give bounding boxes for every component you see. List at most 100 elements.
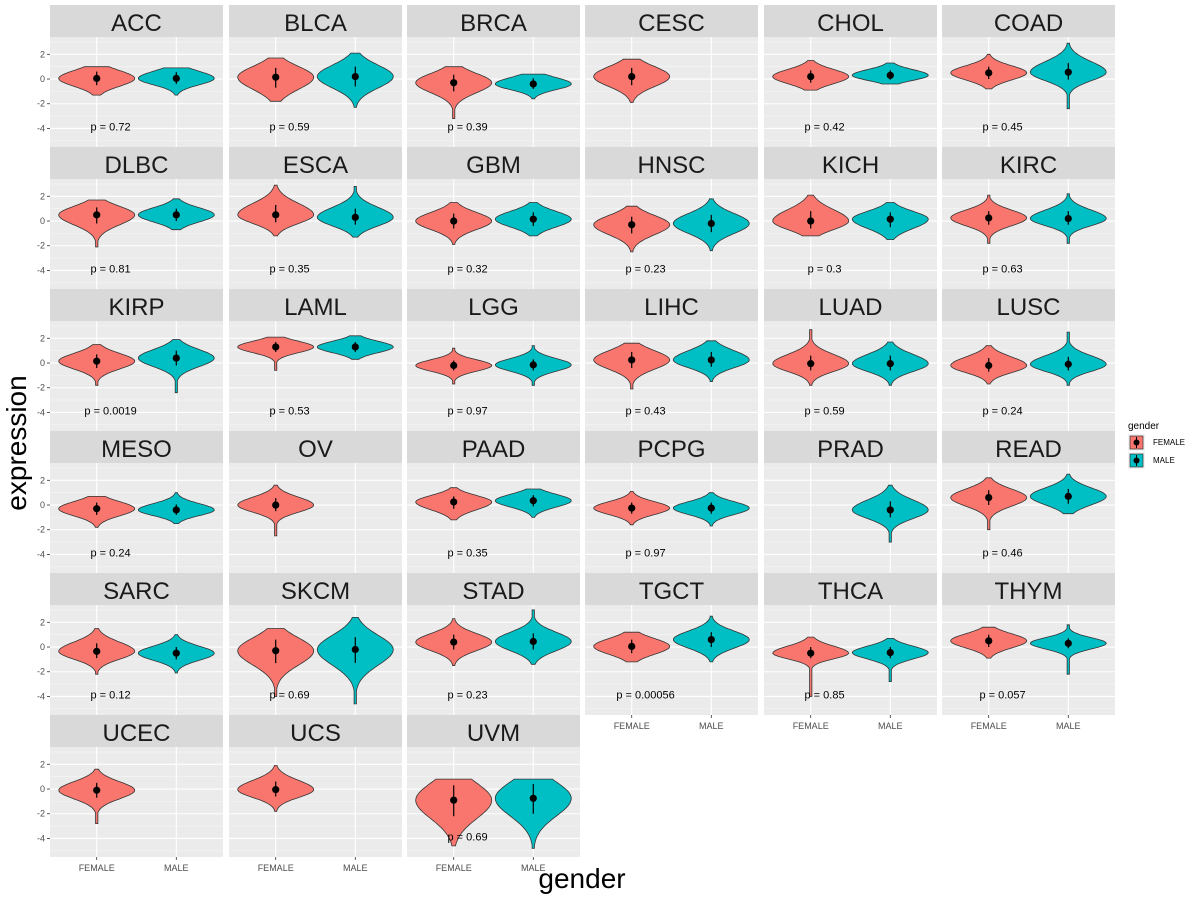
facet-panel-hnsc: HNSC p = 0.23 [585,147,758,289]
y-tick-label: 0 [40,358,45,368]
x-tick-label: FEMALE [793,721,829,731]
plot-background [229,321,402,431]
facet-strip [229,5,402,37]
violin-female [772,636,850,697]
facet-title: KICH [822,152,879,179]
facet-title: PRAD [817,436,884,463]
facet-panel-lusc: LUSC p = 0.24 [942,289,1115,431]
facet-panel-acc: ACC p = 0.72 2 0 -2 -4 [37,5,223,147]
facet-panel-cesc: CESC [585,5,758,147]
median-point-male [886,360,894,368]
median-point-male [707,636,715,644]
facet-panel-thym: THYM p = 0.057 FEMALE MALE [942,573,1115,731]
p-value-label: p = 0.24 [91,548,131,560]
median-point-male [1064,68,1072,76]
legend-title: gender [1128,421,1160,432]
p-value-label: p = 0.35 [270,264,310,276]
facet-panel-dlbc: DLBC p = 0.81 2 0 -2 -4 [37,147,223,289]
y-tick-label: -2 [37,525,45,535]
y-tick-label: 0 [40,500,45,510]
p-value-label: p = 0.32 [448,264,488,276]
p-value-label: p = 0.69 [448,832,488,844]
median-point-male [1064,214,1072,223]
facet-title: PCPG [637,436,705,463]
median-point-male [886,648,894,657]
median-point-female [93,357,101,365]
facet-strip [407,573,580,605]
median-point-male [529,361,537,369]
median-point-male [529,497,537,505]
plot-background [942,179,1115,289]
y-tick-label: -2 [37,809,45,819]
legend-point [1133,457,1140,464]
plot-background [585,463,758,573]
plot-background [50,179,223,289]
plot-background [50,37,223,147]
facet-title: KIRP [108,294,164,321]
facet-panel-lihc: LIHC p = 0.43 [585,289,758,431]
legend-label-female: FEMALE [1153,438,1185,447]
plot-background [942,37,1115,147]
p-value-label: p = 0.63 [983,264,1023,276]
median-point-male [1064,360,1072,368]
median-point-female [628,72,636,81]
facet-panel-meso: MESO p = 0.24 2 0 -2 -4 [37,431,223,573]
plot-background [942,321,1115,431]
facet-strip [942,573,1115,605]
facet-title: BLCA [284,10,347,37]
facet-title: DLBC [104,152,168,179]
facet-panel-esca: ESCA p = 0.35 [229,147,402,289]
facet-panel-paad: PAAD p = 0.35 [407,431,580,573]
p-value-label: p = 0.53 [270,406,310,418]
facet-title: UCEC [102,720,170,747]
facet-strip [229,147,402,179]
y-tick-label: -2 [37,241,45,251]
y-tick-label: 0 [40,216,45,226]
median-point-female [985,494,993,502]
x-tick-label: MALE [164,863,189,873]
median-point-female [985,637,993,645]
facet-strip [585,431,758,463]
median-point-female [628,642,636,651]
facet-strip [229,431,402,463]
facet-title: THCA [818,578,883,605]
median-point-male [886,506,894,514]
median-point-male [172,506,180,514]
facet-strip [407,431,580,463]
median-point-female [93,211,101,219]
p-value-label: p = 0.24 [983,406,1023,418]
plot-background [942,463,1115,573]
facet-title: BRCA [460,10,527,37]
facet-strip [764,431,937,463]
median-point-female [985,214,993,222]
p-value-label: p = 0.43 [626,406,666,418]
facet-panel-coad: COAD p = 0.45 [942,5,1115,147]
facet-title: COAD [994,10,1063,37]
facet-strip [407,715,580,747]
facet-panel-thca: THCA p = 0.85 FEMALE MALE [764,573,937,731]
facet-title: STAD [462,578,524,605]
p-value-label: p = 0.12 [91,690,131,702]
facet-panel-gbm: GBM p = 0.32 [407,147,580,289]
p-value-label: p = 0.59 [805,406,845,418]
x-tick-label: MALE [1056,721,1081,731]
facet-title: MESO [101,436,172,463]
p-value-label: p = 0.72 [91,122,131,134]
facet-panel-chol: CHOL p = 0.42 [764,5,937,147]
median-point-female [807,72,815,81]
y-tick-label: 2 [40,333,45,343]
x-tick-label: MALE [343,863,368,873]
median-point-male [529,637,537,646]
y-tick-label: 2 [40,191,45,201]
median-point-female [450,498,458,506]
median-point-male [1064,639,1072,647]
x-tick-label: MALE [699,721,724,731]
facet-strip [229,715,402,747]
median-point-male [886,215,894,223]
median-point-male [351,343,359,351]
facet-panel-sarc: SARC p = 0.12 2 0 -2 -4 [37,573,223,715]
facet-title: LUAD [818,294,882,321]
facet-title: KIRC [1000,152,1057,179]
facet-panel-ucs: UCS FEMALE MALE [229,715,402,873]
facet-strip [50,715,223,747]
